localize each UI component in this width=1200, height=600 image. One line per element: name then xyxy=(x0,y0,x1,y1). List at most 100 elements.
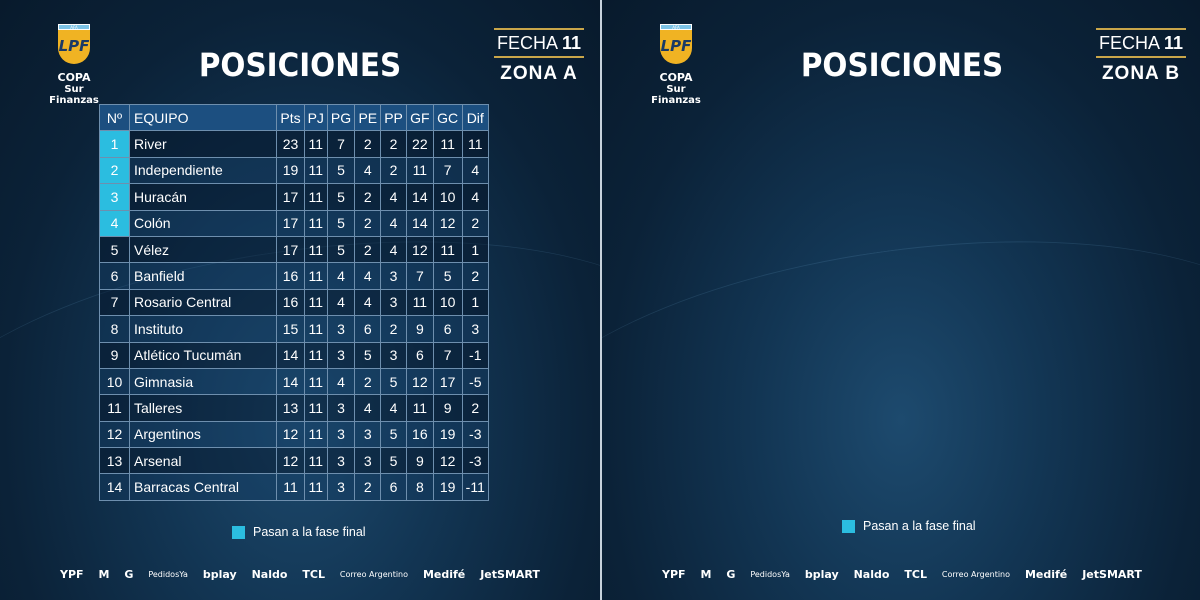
stat-cell: 14 xyxy=(276,367,305,396)
panel-zona-a: AFA LPF COPA Sur Finanzas POSICIONES FECH… xyxy=(0,0,600,600)
sponsor-logo: Correo Argentino xyxy=(339,570,409,579)
page-title: POSICIONES xyxy=(198,46,402,84)
stat-cell: 3 xyxy=(326,420,356,449)
table-row: 12 Argentinos 12 11 3 3 5 16 19 -3 xyxy=(99,420,490,449)
team-cell: River xyxy=(128,130,278,158)
stat-cell: 12 xyxy=(405,367,434,396)
stat-cell: 9 xyxy=(405,315,434,343)
column-header: PJ xyxy=(303,103,328,132)
stat-cell: 4 xyxy=(354,262,382,290)
stat-cell: 3 xyxy=(326,315,356,343)
stat-cell: 4 xyxy=(354,394,382,422)
stat-cell: 3 xyxy=(326,341,356,369)
fecha-label: FECHA xyxy=(496,33,557,53)
position-cell: 8 xyxy=(99,315,130,343)
stat-cell: 2 xyxy=(354,367,382,396)
stat-cell: -1 xyxy=(461,341,490,369)
stat-cell: 11 xyxy=(303,288,328,317)
team-cell: Barracas Central xyxy=(128,473,278,501)
stat-cell: 7 xyxy=(432,341,463,369)
sponsor-logo: bplay xyxy=(202,568,237,581)
stat-cell: 11 xyxy=(405,394,434,422)
column-header: Nº xyxy=(99,103,130,132)
page-title: POSICIONES xyxy=(800,46,1004,84)
stat-cell: 3 xyxy=(380,262,407,290)
table-row: 14 Barracas Central 11 11 3 2 6 8 19 -11 xyxy=(99,473,490,501)
stat-cell: 14 xyxy=(276,341,305,369)
stat-cell: 1 xyxy=(461,288,490,317)
table-row: 5 Vélez 17 11 5 2 4 12 11 1 xyxy=(99,235,490,264)
legend-swatch xyxy=(232,525,245,539)
stat-cell: 2 xyxy=(354,473,382,501)
table-row: 2 Independiente 19 11 5 4 2 11 7 4 xyxy=(99,156,490,185)
team-cell: Independiente xyxy=(128,156,278,185)
stat-cell: 5 xyxy=(380,367,407,396)
team-cell: Banfield xyxy=(128,262,278,290)
stat-cell: 10 xyxy=(432,288,463,317)
position-cell: 13 xyxy=(99,447,130,475)
stat-cell: 11 xyxy=(303,235,328,264)
legend: Pasan a la fase final xyxy=(232,525,366,539)
stat-cell: 2 xyxy=(354,183,382,211)
stat-cell: 3 xyxy=(461,315,490,343)
fecha-number: 11 xyxy=(1164,33,1184,53)
table-header: Nº EQUIPO Pts PJ PG PE PP GF GC Dif xyxy=(99,103,490,132)
stat-cell: 3 xyxy=(326,473,356,501)
stat-cell: 2 xyxy=(461,394,490,422)
column-header: GC xyxy=(432,103,463,132)
stat-cell: 7 xyxy=(432,156,463,185)
stat-cell: 3 xyxy=(326,394,356,422)
stat-cell: 16 xyxy=(276,288,305,317)
stat-cell: 5 xyxy=(326,183,356,211)
stat-cell: 9 xyxy=(405,447,434,475)
table-row: 7 Rosario Central 16 11 4 4 3 11 10 1 xyxy=(99,288,490,317)
stat-cell: 11 xyxy=(303,209,328,237)
logo-line-1: COPA xyxy=(57,71,91,84)
sponsor-logo: Correo Argentino xyxy=(941,570,1011,579)
position-cell: 2 xyxy=(99,156,130,185)
stat-cell: -5 xyxy=(461,367,490,396)
stat-cell: 8 xyxy=(405,473,434,501)
stat-cell: 11 xyxy=(303,341,328,369)
table-row: 8 Instituto 15 11 3 6 2 9 6 3 xyxy=(99,315,490,343)
stat-cell: 11 xyxy=(303,183,328,211)
standings-table: Nº EQUIPO Pts PJ PG PE PP GF GC Dif 1 River 23 11 7 2 2 2… xyxy=(99,103,490,501)
position-cell: 6 xyxy=(99,262,130,290)
stat-cell: 23 xyxy=(276,130,305,158)
stat-cell: 2 xyxy=(354,130,382,158)
team-cell: Talleres xyxy=(128,394,278,422)
table-row: 3 Huracán 17 11 5 2 4 14 10 4 xyxy=(99,183,490,211)
stat-cell: 11 xyxy=(432,235,463,264)
stat-cell: 5 xyxy=(432,262,463,290)
stat-cell: 2 xyxy=(380,130,407,158)
stat-cell: 11 xyxy=(303,473,328,501)
stat-cell: 5 xyxy=(380,447,407,475)
stat-cell: 17 xyxy=(276,183,305,211)
sponsor-logo: M xyxy=(700,568,712,581)
logo-line-2: Sur Finanzas xyxy=(651,84,701,106)
stat-cell: 3 xyxy=(354,447,382,475)
sponsor-logo: YPF xyxy=(60,568,84,581)
stat-cell: 2 xyxy=(354,235,382,264)
panel-zona-b: AFA LPF COPA Sur Finanzas POSICIONES FECH… xyxy=(600,0,1200,600)
stat-cell: 12 xyxy=(405,235,434,264)
column-header: PG xyxy=(326,103,356,132)
sponsor-logo: PedidosYa xyxy=(148,570,188,579)
legend: Pasan a la fase final xyxy=(842,519,976,533)
position-cell: 11 xyxy=(99,394,130,422)
table-row: 1 River 23 11 7 2 2 22 11 11 xyxy=(99,130,490,158)
fecha-number: 11 xyxy=(562,33,582,53)
stat-cell: 3 xyxy=(354,420,382,449)
team-cell: Argentinos xyxy=(128,420,278,449)
stat-cell: -3 xyxy=(461,447,490,475)
stat-cell: 4 xyxy=(461,183,490,211)
stat-cell: 4 xyxy=(380,235,407,264)
stat-cell: 6 xyxy=(432,315,463,343)
sponsor-logo: G xyxy=(124,568,134,581)
team-cell: Rosario Central xyxy=(128,288,278,317)
position-cell: 9 xyxy=(99,341,130,369)
legend-swatch xyxy=(842,519,855,533)
stat-cell: 11 xyxy=(303,394,328,422)
sponsor-logo: M xyxy=(98,568,110,581)
stat-cell: 4 xyxy=(354,288,382,317)
